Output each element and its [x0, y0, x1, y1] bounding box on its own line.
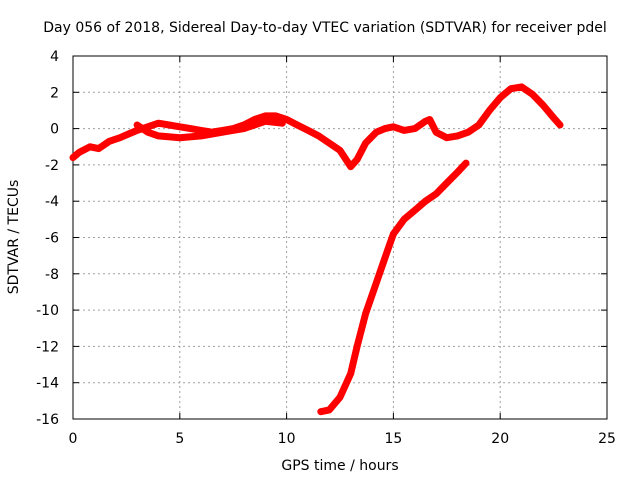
y-tick-label: -12 [36, 339, 59, 355]
axis-ticks [72, 55, 608, 420]
x-tick-label: 20 [491, 431, 509, 447]
y-tick-label: 4 [50, 49, 59, 65]
y-tick-label: -10 [36, 303, 59, 319]
series-line-main-trace [69, 83, 564, 171]
chart-title: Day 056 of 2018, Sidereal Day-to-day VTE… [43, 20, 607, 36]
y-tick-label: -14 [36, 376, 59, 392]
grid-lines [73, 56, 607, 419]
y-tick-label: 2 [50, 85, 59, 101]
series-group [69, 83, 564, 416]
y-tick-label: -6 [45, 231, 59, 247]
x-tick-label: 25 [598, 431, 616, 447]
series-line-descending-arc [317, 159, 470, 416]
x-axis-label: GPS time / hours [281, 458, 398, 474]
series-line-secondary-band [133, 117, 286, 142]
x-tick-label: 15 [384, 431, 402, 447]
y-tick-label: -2 [45, 158, 59, 174]
x-tick-label: 0 [69, 431, 78, 447]
y-axis-label: SDTVAR / TECUs [6, 180, 22, 295]
x-tick-label: 10 [278, 431, 296, 447]
x-tick-label: 5 [175, 431, 184, 447]
y-tick-label: -4 [45, 194, 59, 210]
y-tick-label: -16 [36, 412, 59, 428]
y-tick-label: 0 [50, 122, 59, 138]
y-tick-label: -8 [45, 267, 59, 283]
